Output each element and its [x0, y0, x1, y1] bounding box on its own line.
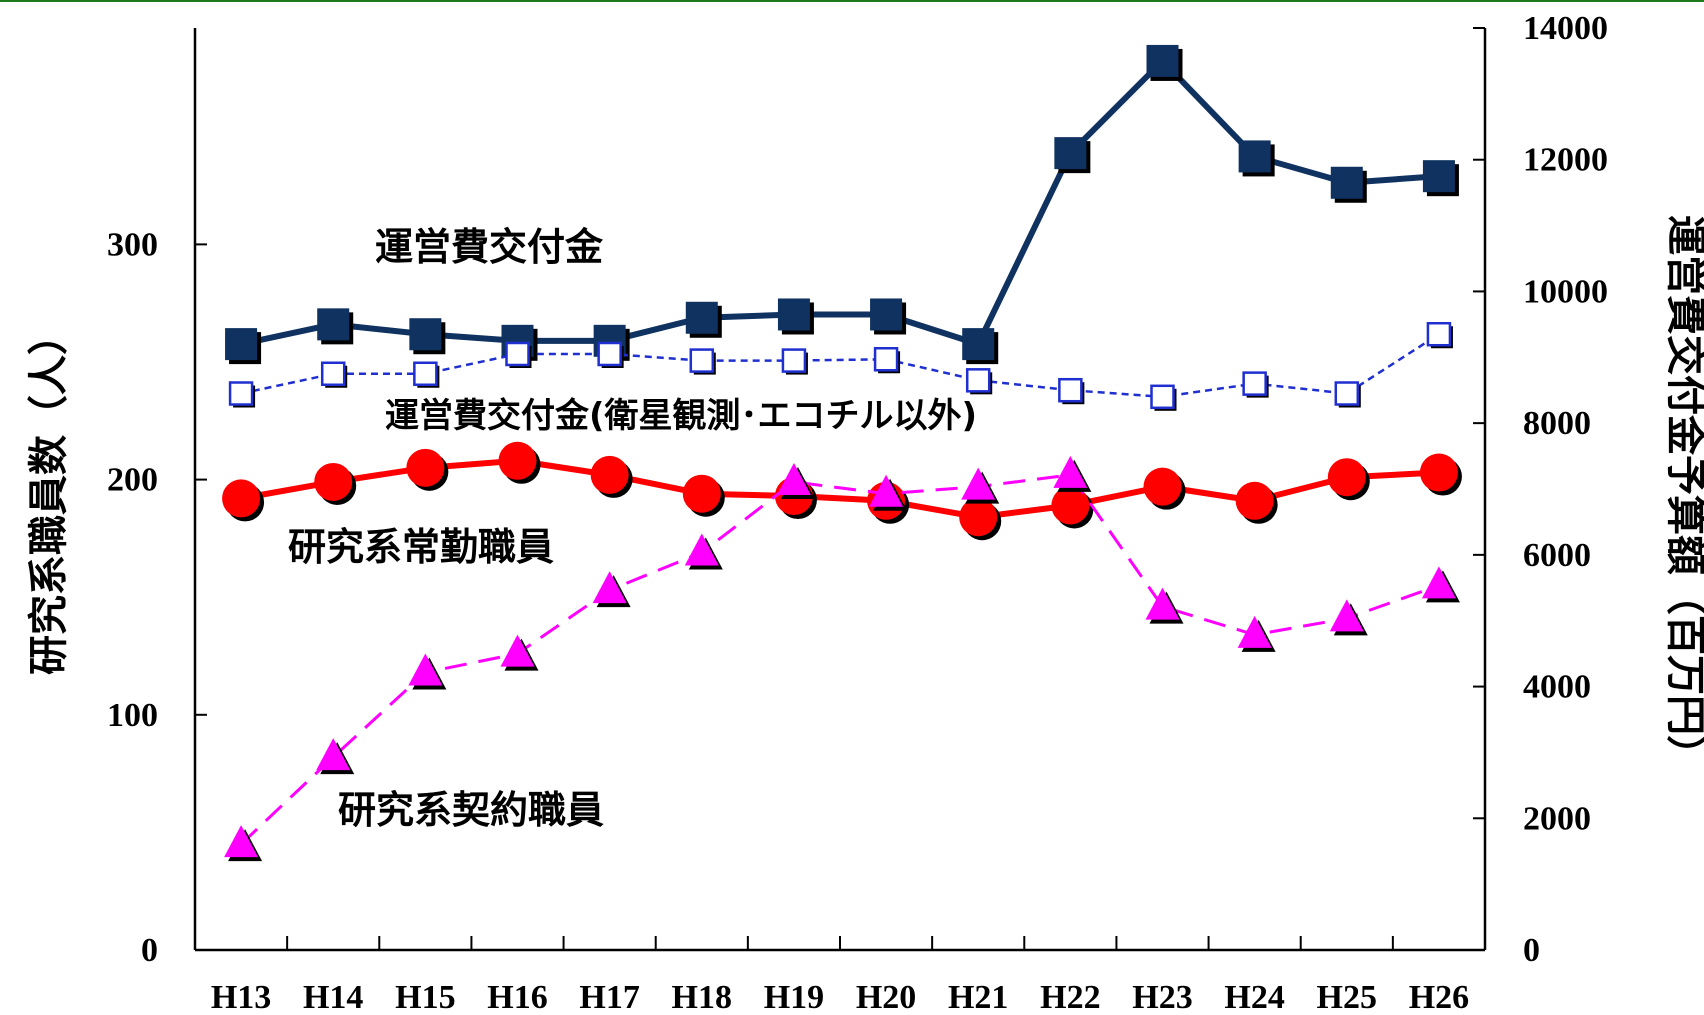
- series-line: [240, 57, 1440, 348]
- series-line: [240, 473, 1440, 846]
- data-point: [1329, 599, 1364, 632]
- data-point: [1419, 453, 1458, 492]
- data-point: [1237, 615, 1272, 648]
- right-tick-label: 0: [1523, 932, 1540, 969]
- data-point: [1242, 371, 1267, 396]
- data-point: [870, 298, 903, 331]
- data-point: [222, 479, 261, 518]
- data-point: [597, 341, 622, 367]
- annotation-jokin: 研究系常勤職員: [288, 525, 554, 569]
- data-point: [500, 634, 535, 667]
- data-point: [776, 462, 811, 495]
- data-point: [869, 474, 904, 507]
- data-point: [1426, 321, 1452, 347]
- right-tick-label: 10000: [1523, 273, 1608, 310]
- annotation-unei-other: 運営費交付金(衛星観測･エコチル以外): [385, 396, 977, 436]
- data-point: [320, 361, 346, 386]
- right-tick-label: 14000: [1523, 10, 1608, 47]
- right-tick-label: 4000: [1523, 669, 1591, 706]
- top-accent-line: [0, 0, 1704, 2]
- series-0: [225, 44, 1459, 365]
- left-tick-label: 200: [107, 462, 158, 499]
- data-point: [406, 448, 445, 487]
- data-point: [314, 462, 353, 501]
- data-point: [1053, 455, 1088, 488]
- left-axis-ticks: 0 100 200 300: [107, 226, 207, 969]
- x-tick-label: H14: [303, 979, 363, 1015]
- x-tick-label: H19: [764, 979, 824, 1015]
- data-point: [590, 455, 629, 494]
- data-point: [684, 533, 719, 566]
- data-point: [689, 348, 715, 373]
- right-tick-label: 2000: [1523, 800, 1591, 837]
- data-point: [685, 301, 718, 334]
- data-point: [1330, 166, 1363, 199]
- x-tick-label: H13: [211, 979, 271, 1015]
- x-tick-label: H25: [1317, 979, 1377, 1015]
- x-tick-label: H16: [487, 979, 547, 1015]
- data-point: [228, 381, 254, 406]
- data-point: [961, 467, 996, 500]
- left-axis-title: 研究系職員数（人）: [26, 315, 72, 675]
- data-point: [873, 347, 899, 372]
- data-point: [965, 368, 991, 393]
- data-point: [316, 738, 351, 771]
- data-point: [1334, 381, 1360, 406]
- x-tick-label: H21: [948, 979, 1008, 1015]
- x-tick-label: H26: [1409, 979, 1469, 1015]
- data-point: [959, 498, 998, 537]
- data-point: [225, 328, 258, 361]
- data-point: [592, 571, 627, 604]
- x-tick-label: H15: [395, 979, 455, 1015]
- left-tick-label: 0: [141, 932, 158, 969]
- x-tick-label: H23: [1132, 979, 1192, 1015]
- series-line: [240, 333, 1440, 399]
- x-tick-label: H20: [856, 979, 916, 1015]
- data-point: [1143, 467, 1182, 506]
- series-3: [224, 455, 1460, 862]
- data-point: [1327, 458, 1366, 497]
- data-point: [1150, 384, 1175, 410]
- data-point: [409, 318, 442, 351]
- data-point: [317, 308, 350, 341]
- right-axis-title: 運営費交付金予算額（百万円）: [1662, 215, 1704, 775]
- data-point: [413, 361, 438, 386]
- series-2: [222, 441, 1462, 541]
- x-tick-label: H24: [1224, 979, 1284, 1015]
- data-point: [962, 328, 995, 361]
- left-tick-label: 300: [107, 226, 158, 263]
- right-tick-label: 12000: [1523, 142, 1608, 179]
- data-point: [1422, 160, 1455, 193]
- annotation-unei: 運営費交付金: [375, 225, 604, 269]
- data-point: [1145, 587, 1180, 620]
- series-layer: [222, 44, 1462, 862]
- data-point: [1146, 44, 1179, 77]
- data-point: [408, 653, 443, 686]
- data-point: [1235, 481, 1274, 520]
- data-point: [1421, 566, 1456, 599]
- right-tick-label: 6000: [1523, 537, 1591, 574]
- x-tick-label: H18: [672, 979, 732, 1015]
- x-tick-label: H17: [579, 979, 639, 1015]
- right-tick-label: 8000: [1523, 405, 1591, 442]
- annotation-keiyaku: 研究系契約職員: [338, 788, 604, 832]
- x-axis-ticks: H13 H14 H15 H16 H17 H18 H19 H20 H21 H22 H23 H24 H25 H…: [211, 936, 1469, 1015]
- data-point: [505, 341, 530, 367]
- series-1: [228, 321, 1453, 411]
- data-point: [1051, 486, 1090, 525]
- data-point: [1058, 377, 1083, 403]
- data-point: [498, 441, 537, 480]
- data-point: [777, 298, 810, 331]
- data-point: [682, 474, 721, 513]
- data-point: [781, 348, 807, 373]
- data-point: [1054, 137, 1087, 170]
- data-point: [224, 825, 259, 858]
- x-tick-label: H22: [1040, 979, 1100, 1015]
- right-axis-ticks: 0 2000 4000 6000 8000 10000 12000 14000: [1473, 10, 1608, 969]
- left-tick-label: 100: [107, 697, 158, 734]
- data-point: [1238, 140, 1271, 173]
